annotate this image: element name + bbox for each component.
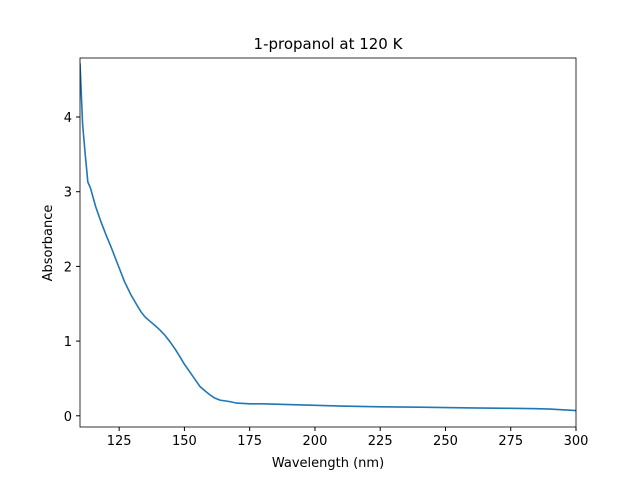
x-tick-label: 175	[237, 434, 262, 449]
x-axis-label: Wavelength (nm)	[272, 456, 384, 471]
x-tick-label: 125	[107, 434, 132, 449]
x-tick-label: 250	[433, 434, 458, 449]
chart-title: 1-propanol at 120 K	[254, 35, 404, 53]
x-tick-label: 300	[564, 434, 589, 449]
data-line	[80, 63, 576, 412]
y-tick-label: 1	[64, 335, 72, 350]
x-tick-label: 200	[303, 434, 328, 449]
x-tick-label: 275	[498, 434, 523, 449]
plot-frame	[79, 57, 577, 428]
y-axis-label: Absorbance	[41, 205, 56, 282]
y-tick-label: 2	[64, 260, 72, 275]
x-tick-label: 150	[172, 434, 197, 449]
y-tick-label: 3	[64, 186, 72, 201]
y-tick-label: 4	[64, 111, 72, 126]
x-tick-label: 225	[368, 434, 393, 449]
y-tick-label: 0	[64, 410, 72, 425]
